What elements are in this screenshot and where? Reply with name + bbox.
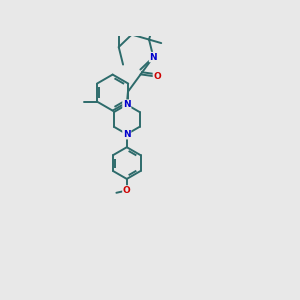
Text: N: N — [123, 100, 130, 109]
Text: O: O — [153, 72, 161, 81]
Text: N: N — [123, 130, 130, 139]
Text: O: O — [123, 186, 131, 195]
Text: N: N — [149, 52, 157, 62]
